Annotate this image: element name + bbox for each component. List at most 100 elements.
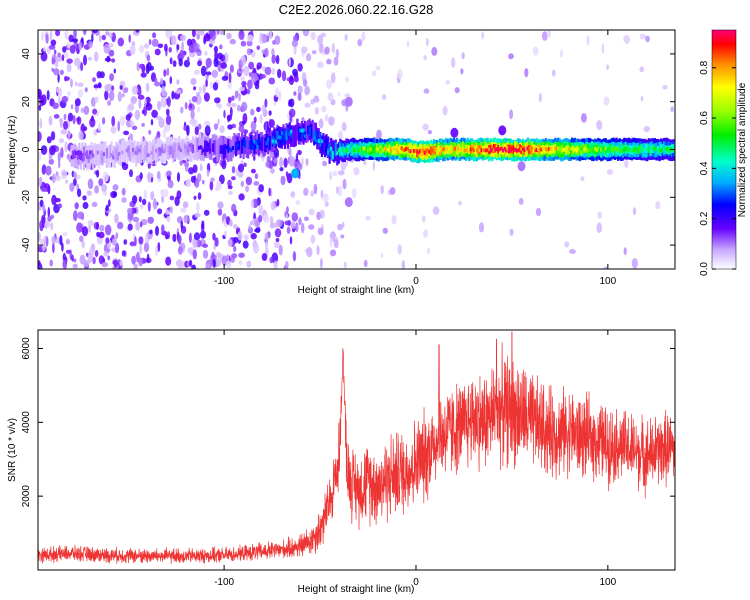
signal-cell: [156, 147, 159, 162]
noise-blob: [192, 249, 197, 260]
noise-blob: [148, 39, 152, 45]
signal-cell: [423, 150, 426, 155]
noise-blob: [345, 76, 349, 83]
signal-cell: [208, 147, 211, 152]
snr-panel: -100 0 100 2000 4000 6000 Height of straight …: [7, 329, 676, 595]
noise-blob: [146, 54, 151, 62]
signal-cell: [402, 148, 405, 152]
signal-cell: [158, 147, 161, 157]
noise-blob: [188, 232, 192, 244]
noise-blob: [335, 48, 340, 59]
noise-blob: [662, 84, 668, 90]
noise-blob: [145, 102, 153, 111]
signal-cell: [650, 148, 653, 153]
signal-cell: [142, 148, 145, 163]
noise-blob: [57, 52, 62, 58]
noise-blob: [274, 228, 282, 238]
noise-blob: [156, 171, 161, 180]
noise-blob: [51, 194, 57, 206]
noise-blob: [54, 61, 59, 68]
signal-cell: [218, 138, 221, 160]
noise-blob: [176, 190, 182, 200]
noise-blob: [203, 92, 210, 102]
signal-cell: [577, 147, 580, 151]
signal-cell: [528, 147, 531, 151]
signal-cell: [254, 141, 257, 145]
signal-cell: [122, 139, 125, 161]
noise-blob: [154, 81, 161, 87]
noise-blob: [138, 196, 142, 203]
noise-blob: [62, 252, 66, 261]
noise-blob: [264, 66, 272, 76]
signal-cell: [115, 149, 118, 153]
noise-blob: [157, 100, 162, 111]
noise-blob: [51, 173, 56, 184]
x-tick-label: 100: [600, 276, 617, 287]
noise-blob: [190, 109, 195, 120]
signal-cell: [393, 146, 396, 151]
noise-blob: [139, 204, 144, 210]
noise-blob: [102, 117, 106, 125]
signal-cell: [187, 142, 190, 151]
signal-cell: [216, 140, 219, 162]
noise-blob: [326, 58, 332, 65]
noise-blob: [198, 86, 203, 94]
noise-blob: [518, 197, 524, 205]
noise-blob: [77, 188, 82, 198]
noise-blob: [580, 176, 585, 182]
noise-blob: [123, 239, 128, 245]
signal-cell: [115, 146, 118, 161]
noise-blob: [297, 149, 302, 156]
noise-blob: [380, 185, 384, 195]
noise-blob: [38, 104, 42, 111]
signal-cell: [466, 147, 469, 152]
signal-cell: [477, 147, 480, 152]
noise-blob: [121, 161, 126, 167]
noise-blob: [83, 259, 90, 267]
noise-blob: [344, 93, 351, 98]
noise-blob: [204, 120, 211, 127]
signal-cell: [251, 141, 254, 150]
noise-blob: [82, 30, 87, 36]
noise-blob: [427, 247, 430, 255]
noise-blob: [270, 168, 275, 174]
signal-cell: [552, 147, 555, 151]
noise-blob: [427, 130, 432, 135]
noise-blob: [382, 227, 388, 234]
noise-blob: [541, 31, 548, 41]
noise-blob: [337, 170, 345, 176]
noise-blob: [190, 77, 197, 86]
signal-cell: [626, 146, 629, 151]
noise-blob: [194, 69, 200, 75]
noise-blob: [71, 254, 74, 262]
signal-cell: [663, 147, 666, 152]
signal-cell: [182, 141, 185, 157]
signal-cell: [317, 139, 320, 143]
noise-blob: [83, 54, 87, 66]
noise-blob: [293, 75, 299, 83]
noise-blob: [289, 98, 295, 108]
noise-blob: [190, 175, 196, 183]
signal-cell: [245, 136, 248, 158]
signal-cell: [567, 147, 571, 151]
signal-cell: [653, 146, 657, 151]
signal-cell: [351, 146, 354, 155]
noise-blob: [363, 259, 368, 268]
signal-cell: [600, 147, 603, 152]
noise-blob: [268, 110, 272, 116]
signal-cell: [125, 142, 129, 164]
signal-cell: [454, 146, 457, 151]
signal-cell: [178, 145, 181, 160]
noise-blob: [129, 169, 133, 178]
noise-blob: [140, 218, 148, 226]
signal-cell: [426, 148, 429, 153]
noise-blob: [69, 44, 76, 54]
signal-cell: [144, 145, 147, 154]
noise-blob: [178, 58, 183, 67]
signal-cell: [512, 147, 515, 152]
signal-cell: [219, 145, 222, 154]
signal-cell: [434, 147, 437, 152]
signal-cell: [323, 135, 327, 158]
signal-cell: [231, 146, 234, 150]
noise-blob: [270, 201, 276, 211]
